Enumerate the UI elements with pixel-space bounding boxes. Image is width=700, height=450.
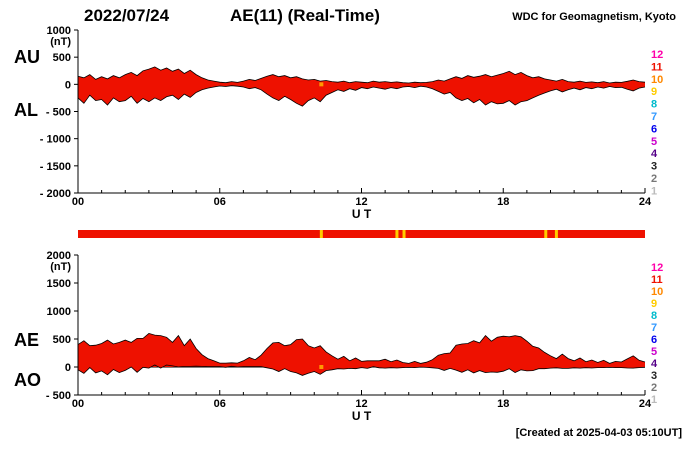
ae-series-label: AE [14,330,40,350]
station-count-8: 8 [651,310,657,322]
unit-label: (nT) [50,36,71,48]
station-count-2: 2 [651,382,657,394]
y-tick-label: 500 [53,52,71,64]
ae-curve [77,332,646,364]
availability-bar [78,230,645,238]
station-count-7: 7 [651,322,657,334]
ao-area [78,365,645,376]
observatory-credit: WDC for Geomagnetism, Kyoto [512,11,676,23]
station-count-8: 8 [651,99,657,111]
y-tick-label: - 500 [46,390,71,402]
y-tick-label: - 500 [46,107,71,119]
x-tick-label: 12 [355,398,367,410]
station-count-5: 5 [651,346,657,358]
x-tick-label: 18 [497,398,509,410]
y-tick-label: 0 [65,79,71,91]
al-series-label: AL [14,100,38,120]
x-tick-label: 12 [355,196,367,208]
station-count-11: 11 [651,274,663,286]
availability-gap [544,230,548,238]
x-tick-label: 06 [214,196,226,208]
ut-axis-label: U T [352,409,372,423]
availability-gap [554,230,558,238]
created-timestamp: [Created at 2025-04-03 05:10UT] [515,427,682,439]
y-tick-label: 1000 [47,306,71,318]
y-tick-label: 1500 [47,278,71,290]
event-marker [319,82,324,87]
station-count-6: 6 [651,334,657,346]
station-count-4: 4 [651,148,658,160]
ao-series-label: AO [14,370,41,390]
y-tick-label: - 1500 [40,161,71,173]
ao-curve [77,364,646,376]
x-tick-label: 00 [72,398,84,410]
y-tick-label: 500 [53,334,71,346]
ut-axis-label: U T [352,207,372,221]
availability-gap [402,230,406,238]
station-count-12: 12 [651,262,663,274]
station-count-11: 11 [651,61,663,73]
station-count-4: 4 [651,358,658,370]
station-count-3: 3 [651,161,657,173]
event-marker [319,365,324,369]
station-count-10: 10 [651,74,663,86]
x-tick-label: 00 [72,196,84,208]
y-tick-label: 0 [65,362,71,374]
au-curve [77,66,646,84]
station-count-2: 2 [651,173,657,185]
plot-date: 2022/07/24 [84,6,170,25]
page-title: AE(11) (Real-Time) [230,6,380,25]
station-count-7: 7 [651,111,657,123]
al-curve [77,85,646,107]
station-count-10: 10 [651,286,663,298]
x-tick-label: 24 [639,196,652,208]
y-tick-label: 2000 [47,250,71,262]
station-count-9: 9 [651,86,657,98]
ae-area [78,333,645,367]
waveform-band-area [78,66,645,107]
station-count-1: 1 [651,394,657,406]
availability-gap [395,230,399,238]
au-series-label: AU [14,47,40,67]
x-tick-label: 18 [497,196,509,208]
station-count-6: 6 [651,123,657,135]
station-count-1: 1 [651,185,657,197]
station-count-12: 12 [651,49,663,61]
x-tick-label: 06 [214,398,226,410]
y-tick-label: - 1000 [40,134,71,146]
station-count-3: 3 [651,370,657,382]
y-tick-label: 1000 [47,25,71,37]
availability-gap [319,230,323,238]
x-tick-label: 24 [639,398,652,410]
station-count-5: 5 [651,136,657,148]
station-count-9: 9 [651,298,657,310]
y-tick-label: - 2000 [40,188,71,200]
unit-label: (nT) [50,261,71,273]
